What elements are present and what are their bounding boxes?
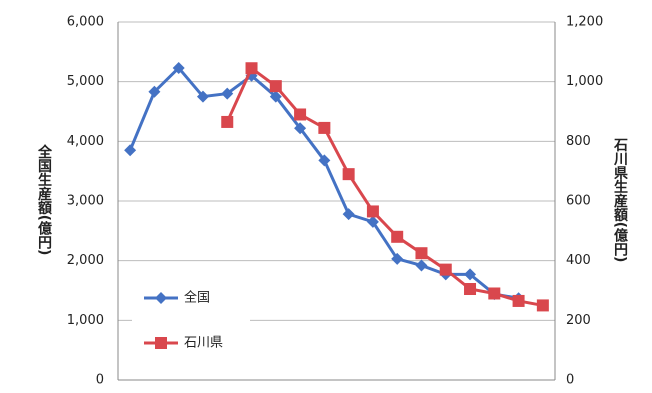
y-tick-label: 1,000 — [67, 313, 104, 328]
marker — [172, 61, 185, 74]
marker — [155, 292, 167, 304]
y2-tick-label: 200 — [566, 313, 591, 328]
legend-label: 全国 — [184, 290, 210, 306]
marker — [269, 90, 282, 103]
marker — [148, 85, 161, 98]
marker — [464, 283, 477, 296]
marker — [366, 205, 379, 218]
y-tick-label: 2,000 — [67, 253, 104, 268]
y-tick-label: 0 — [96, 373, 104, 388]
y2-tick-label: 800 — [566, 134, 591, 149]
marker — [391, 230, 404, 243]
marker — [536, 299, 549, 312]
marker — [221, 115, 234, 128]
marker — [415, 247, 428, 260]
y2-tick-label: 1,200 — [566, 15, 603, 30]
marker — [415, 259, 428, 272]
marker — [318, 121, 331, 134]
marker — [488, 287, 501, 300]
marker — [366, 215, 379, 228]
y2-tick-label: 1,000 — [566, 74, 603, 89]
marker — [269, 80, 282, 93]
marker — [512, 294, 525, 307]
y2-axis-label: 石川県生産額(億円) — [612, 138, 629, 263]
y-tick-label: 3,000 — [67, 194, 104, 209]
marker — [245, 62, 258, 75]
y-axis-label: 全国生産額(億円) — [36, 144, 53, 255]
y2-tick-label: 400 — [566, 253, 591, 268]
y-tick-label: 5,000 — [67, 74, 104, 89]
y2-tick-label: 600 — [566, 194, 591, 209]
marker — [318, 154, 331, 167]
y-tick-label: 4,000 — [67, 134, 104, 149]
marker — [342, 168, 355, 181]
series-line — [128, 65, 519, 300]
y2-tick-label: 0 — [566, 373, 574, 388]
series-line — [225, 65, 544, 307]
marker — [294, 108, 307, 121]
marker — [155, 337, 167, 349]
marker — [342, 208, 355, 221]
marker — [464, 268, 477, 281]
legend-label: 石川県 — [184, 336, 223, 351]
y-tick-label: 6,000 — [67, 15, 104, 30]
marker — [391, 252, 404, 265]
marker — [294, 122, 307, 135]
legend-box — [132, 282, 250, 358]
marker — [439, 263, 452, 276]
marker — [124, 144, 137, 157]
marker — [196, 90, 209, 103]
marker — [221, 87, 234, 100]
